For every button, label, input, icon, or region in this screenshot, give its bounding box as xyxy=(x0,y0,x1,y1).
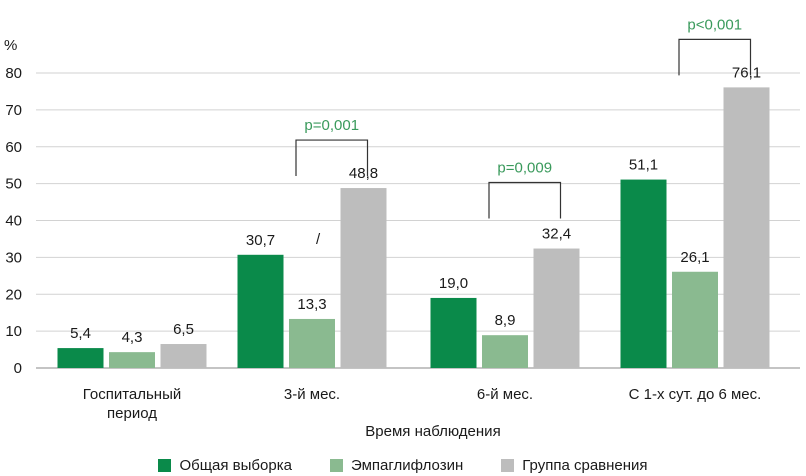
data-label: 30,7 xyxy=(246,232,275,249)
bar xyxy=(533,248,580,368)
significance-bracket xyxy=(295,139,369,177)
data-label: 19,0 xyxy=(439,275,468,292)
bar xyxy=(723,87,770,368)
bar xyxy=(160,344,207,368)
y-tick-label: 30 xyxy=(5,249,22,266)
data-label: 5,4 xyxy=(70,325,91,342)
legend: Общая выборка Эмпаглифлозин Группа сравн… xyxy=(0,454,806,476)
bar xyxy=(57,348,104,368)
y-tick-label: 80 xyxy=(5,65,22,82)
p-value-label: p=0,009 xyxy=(497,160,552,177)
y-tick-label: 20 xyxy=(5,286,22,303)
category-label: Госпитальный xyxy=(83,386,182,403)
bar xyxy=(672,271,718,368)
bar xyxy=(109,352,155,368)
significance-bracket xyxy=(488,181,562,219)
y-tick-label: 50 xyxy=(5,176,22,193)
y-tick-label: 0 xyxy=(14,360,22,377)
data-label: 13,3 xyxy=(297,296,326,313)
legend-label-comparison: Группа сравнения xyxy=(522,456,648,474)
bar-chart: % 0 10 20 30 40 50 60 70 80 5,4 4,3 6,5 30,7 13,3 48,… xyxy=(4,16,800,440)
legend-label-total: Общая выборка xyxy=(179,456,292,474)
y-tick-label: 10 xyxy=(5,323,22,340)
bar xyxy=(482,335,528,368)
category-label: 6-й мес. xyxy=(477,386,533,403)
data-label: 26,1 xyxy=(680,249,709,266)
data-label: 48,8 xyxy=(349,165,378,182)
legend-swatch-comparison xyxy=(501,458,515,472)
data-label: 4,3 xyxy=(122,329,143,346)
significance-bracket xyxy=(678,38,752,76)
data-labels: 5,4 4,3 6,5 30,7 13,3 48,8 19,0 8,9 32,4 51,1 26,1… xyxy=(70,64,761,346)
y-axis-ticks: 0 10 20 30 40 50 60 70 80 xyxy=(5,65,22,377)
data-label: 8,9 xyxy=(495,312,516,329)
p-value-label: p<0,001 xyxy=(687,16,742,33)
legend-swatch-empagliflozin xyxy=(329,458,343,472)
significance-annotations: p=0,001 p=0,009 p<0,001 xyxy=(295,16,752,219)
legend-swatch-total xyxy=(158,458,172,472)
data-label: 76,1 xyxy=(732,64,761,81)
y-tick-label: 70 xyxy=(5,102,22,119)
bar xyxy=(340,188,387,368)
y-axis-label: % xyxy=(4,37,17,54)
legend-label-empagliflozin: Эмпаглифлозин xyxy=(350,456,464,474)
bars xyxy=(57,87,770,368)
legend-item-total: Общая выборка xyxy=(158,457,292,474)
y-tick-label: 40 xyxy=(5,213,22,230)
legend-item-comparison: Группа сравнения xyxy=(501,456,648,474)
gridlines xyxy=(36,72,800,369)
category-label: 3-й мес. xyxy=(284,386,340,403)
p-value-label: p=0,001 xyxy=(304,117,359,134)
x-axis-label: Время наблюдения xyxy=(365,423,500,440)
bar xyxy=(430,297,477,368)
bar xyxy=(289,318,335,368)
category-labels: Госпитальный период 3-й мес. 6-й мес. С 1-х … xyxy=(83,386,762,422)
legend-item-empagliflozin: Эмпаглифлозин xyxy=(329,456,464,474)
y-tick-label: 60 xyxy=(5,139,22,156)
data-label: 51,1 xyxy=(629,157,658,174)
stray-mark: / xyxy=(316,231,321,248)
category-label: период xyxy=(107,405,157,422)
bar xyxy=(237,254,284,368)
bar xyxy=(620,179,667,368)
data-label: 32,4 xyxy=(542,226,571,243)
category-label: С 1-х сут. до 6 мес. xyxy=(629,386,762,403)
data-label: 6,5 xyxy=(173,321,194,338)
